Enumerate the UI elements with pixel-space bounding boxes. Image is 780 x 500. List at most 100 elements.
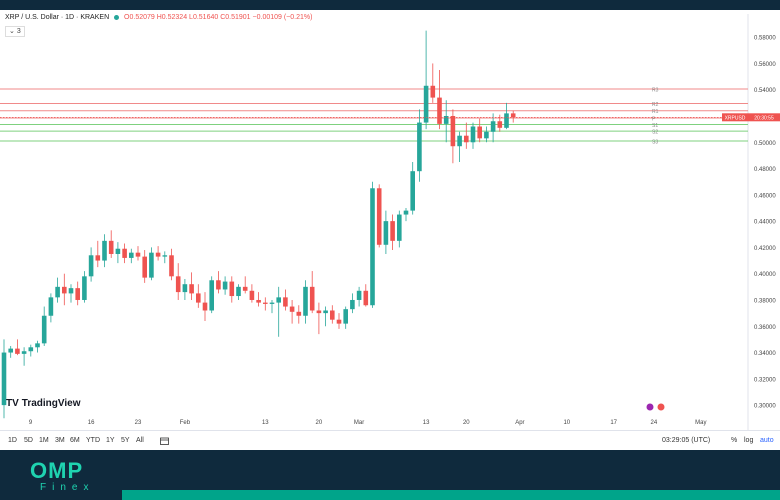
utc-clock[interactable]: 03:29:05 (UTC) [662, 437, 711, 444]
candle-body [62, 286, 67, 294]
candle-body [15, 348, 20, 354]
chart-legend: XRP / U.S. Dollar · 1D · KRAKEN O0.52079… [5, 14, 312, 21]
pivot-label-s2: S2 [652, 130, 658, 136]
ohlc-close: C0.51901 [220, 14, 251, 21]
candle-body [390, 221, 395, 241]
indicator-count: 3 [16, 28, 21, 35]
y-tick-label: 0.38000 [754, 298, 776, 304]
event-marker-icon [646, 403, 654, 411]
candle-body [296, 311, 302, 316]
candle-body [75, 288, 80, 300]
x-tick-label: Mar [354, 420, 364, 426]
date-range-calendar-icon[interactable] [160, 437, 169, 447]
range-5y[interactable]: 5Y [121, 437, 130, 444]
y-tick-label: 0.30000 [754, 404, 776, 410]
candle-body [470, 126, 476, 143]
footer-band: OMP Finex [0, 450, 780, 500]
candle-body [115, 248, 121, 254]
candle-body [457, 135, 462, 147]
ohlc-open: O0.52079 [124, 14, 155, 21]
price-chart[interactable]: 0.580000.560000.540000.520000.500000.480… [0, 14, 780, 430]
bottom-toolbar: 1D 5D 1M 3M 6M YTD 1Y 5Y All 03:29:05 (U… [0, 430, 780, 451]
candle-body [504, 113, 509, 128]
candle-body [370, 188, 375, 306]
auto-scale-toggle[interactable]: auto [760, 437, 774, 444]
y-tick-label: 0.56000 [754, 62, 776, 68]
flag-marker-icon [657, 403, 665, 411]
candle-body [376, 188, 382, 245]
range-1m[interactable]: 1M [39, 437, 49, 444]
candle-body [383, 221, 389, 245]
y-tick-label: 0.44000 [754, 220, 776, 226]
candle-body [417, 122, 422, 172]
candle-body [289, 306, 295, 312]
candle-body [263, 302, 268, 304]
chart-frame [0, 0, 780, 450]
candle-body [510, 113, 516, 118]
candle-body [169, 255, 174, 277]
candle-body [249, 290, 255, 300]
candle-body [430, 85, 436, 98]
x-tick-label: Feb [180, 420, 191, 426]
candle-body [41, 315, 47, 344]
candle-body [477, 126, 482, 139]
tradingview-icon: TV [6, 398, 19, 409]
candle-body [1, 352, 7, 406]
candle-body [283, 297, 288, 307]
candle-body [222, 281, 228, 290]
symbol-title[interactable]: XRP / U.S. Dollar · 1D · KRAKEN [5, 14, 110, 21]
candle-body [129, 252, 134, 258]
candle-body [410, 171, 415, 211]
candle-body [309, 286, 315, 311]
x-tick-label: 10 [563, 420, 570, 426]
candle-body [403, 210, 409, 215]
candle-body [269, 302, 275, 304]
range-1y[interactable]: 1Y [106, 437, 115, 444]
candle-body [303, 286, 308, 316]
candle-body [397, 214, 402, 241]
candle-body [343, 309, 348, 324]
price-tag-countdown: 20:30:55 [754, 115, 774, 121]
percent-scale-toggle[interactable]: % [731, 437, 738, 444]
range-all[interactable]: All [136, 437, 144, 444]
candle-body [28, 347, 34, 352]
log-scale-toggle[interactable]: log [744, 437, 754, 444]
candle-body [202, 302, 208, 311]
range-ytd[interactable]: YTD [86, 437, 100, 444]
y-tick-label: 0.48000 [754, 167, 776, 173]
y-tick-label: 0.46000 [754, 193, 776, 199]
range-1d[interactable]: 1D [8, 437, 17, 444]
candle-body [122, 248, 127, 258]
candle-body [356, 290, 362, 300]
range-3m[interactable]: 3M [55, 437, 65, 444]
x-tick-label: Apr [515, 420, 524, 426]
candle-body [142, 256, 147, 278]
pivot-label-s3: S3 [652, 139, 658, 145]
tradingview-logo[interactable]: TV TradingView [6, 398, 81, 409]
candle-body [464, 135, 469, 143]
candle-body [162, 255, 168, 257]
x-tick-label: 9 [29, 420, 33, 426]
y-tick-label: 0.50000 [754, 141, 776, 147]
indicators-toggle[interactable]: ⌄ 3 [5, 26, 25, 37]
candle-body [88, 255, 94, 277]
y-tick-label: 0.54000 [754, 88, 776, 94]
ohlc-low: L0.51640 [189, 14, 219, 21]
candle-body [443, 115, 449, 124]
candle-body [135, 252, 141, 257]
range-5d[interactable]: 5D [24, 437, 33, 444]
candle-body [21, 351, 27, 354]
candle-body [490, 121, 496, 132]
pivot-label-r3: R3 [652, 88, 659, 94]
pivot-label-r1: R1 [652, 109, 659, 115]
price-tag-symbol-bg [722, 113, 748, 122]
candle-body [323, 310, 328, 314]
candle-body [316, 310, 322, 314]
candle-body [236, 286, 241, 297]
candle-body [68, 288, 74, 294]
range-6m[interactable]: 6M [70, 437, 80, 444]
candle-body [175, 276, 181, 293]
x-tick-label: 17 [610, 420, 617, 426]
candle-body [48, 297, 54, 316]
x-tick-label: 20 [463, 420, 470, 426]
